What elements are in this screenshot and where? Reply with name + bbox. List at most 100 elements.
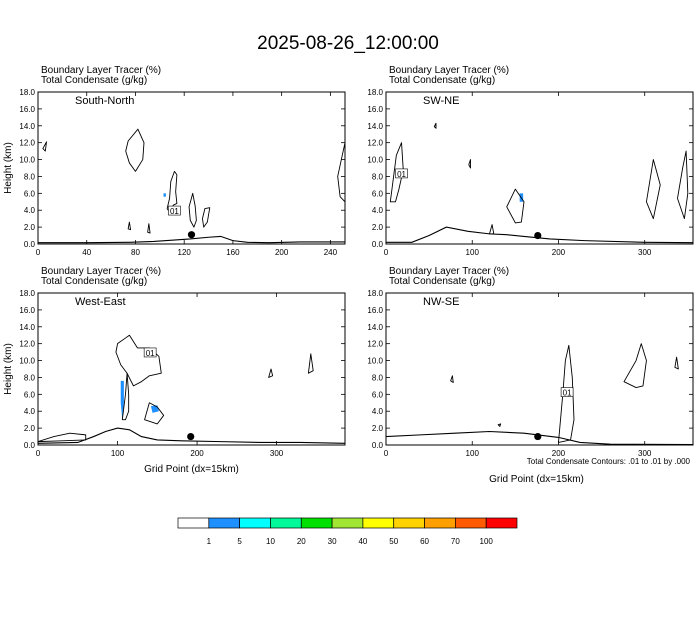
x-tick-label: 160 [226,248,240,257]
x-tick-label: 0 [36,449,41,458]
location-marker [534,432,542,441]
panel-label: South-North [75,95,134,107]
plot-area: 01 [386,122,693,244]
condensate-contour [115,334,162,387]
panel-header-tracer: Boundary Layer Tracer (%) [41,266,161,277]
x-tick-label: 200 [190,449,204,458]
condensate-contour [433,122,437,129]
panel-header-condensate: Total Condensate (g/kg) [41,75,147,86]
y-tick-label: 8.0 [24,373,36,382]
tracer-patch [150,405,159,413]
x-tick-label: 80 [131,248,140,257]
plot-frame [385,91,694,245]
colorbar-level-label: 60 [420,537,429,546]
contour-label: 01 [563,389,572,398]
condensate-contour [144,402,165,425]
condensate-contour [38,432,87,443]
colorbar-swatch [300,517,333,529]
y-tick-label: 12.0 [367,139,383,148]
x-tick-label: 40 [82,248,91,257]
contour-label-box [395,168,408,179]
panels: Boundary Layer Tracer (%) Total Condensat… [3,65,694,485]
x-tick-label: 0 [384,248,389,257]
plot-area: 01 [38,128,345,244]
panel-header-tracer: Boundary Layer Tracer (%) [389,65,509,76]
colorbar-swatch [239,517,271,529]
contour-label-box [143,347,157,358]
y-axis-label: Height (km) [3,142,14,194]
plot-frame [37,292,346,446]
panel-south-north: Boundary Layer Tracer (%)Total Condensat… [3,65,346,257]
y-tick-label: 4.0 [372,206,384,215]
y-tick-label: 4.0 [24,407,36,416]
y-tick-label: 2.0 [372,424,384,433]
colorbar-swatch [424,517,456,529]
y-tick-label: 16.0 [367,105,383,114]
condensate-contour [202,207,211,228]
y-tick-label: 16.0 [19,105,35,114]
y-tick-label: 16.0 [367,306,383,315]
y-tick-label: 6.0 [24,189,36,198]
panel-label: SW-NE [423,95,459,107]
plot-area: 01 [38,334,345,444]
y-tick-label: 10.0 [19,357,35,366]
y-tick-label: 10.0 [19,156,35,165]
y-tick-label: 14.0 [367,122,383,131]
colorbar-level-label: 20 [297,537,306,546]
y-tick-label: 14.0 [19,323,35,332]
condensate-contour [337,142,345,203]
y-tick-label: 10.0 [367,156,383,165]
colorbar-level-label: 30 [328,537,337,546]
contour-label-box [560,387,574,397]
colorbar-level-label: 5 [237,537,242,546]
y-tick-label: 0.0 [372,441,384,450]
condensate-contour [307,353,314,374]
y-tick-label: 0.0 [24,441,36,450]
contour-footnote: Total Condensate Contours: .01 to .01 by… [527,457,691,466]
tracer-patch [163,193,166,197]
x-tick-label: 100 [466,449,480,458]
y-tick-label: 12.0 [19,340,35,349]
condensate-contour [188,192,197,228]
y-tick-label: 12.0 [367,340,383,349]
condensate-contour [506,188,525,224]
x-tick-label: 100 [111,449,125,458]
colorbar-level-label: 70 [451,537,460,546]
x-tick-label: 300 [638,449,652,458]
colorbar-level-label: 40 [358,537,367,546]
x-tick-label: 300 [270,449,284,458]
colorbar-swatch [455,517,487,529]
x-axis-label: Grid Point (dx=15km) [489,474,584,485]
colorbar-swatch [177,517,210,529]
y-tick-label: 8.0 [24,172,36,181]
panel-header-tracer: Boundary Layer Tracer (%) [389,266,509,277]
y-tick-label: 4.0 [24,206,36,215]
condensate-contour [645,159,661,220]
condensate-contour [125,128,145,172]
y-tick-label: 10.0 [367,357,383,366]
plot-area: 01 [386,343,693,445]
location-marker [187,231,196,239]
panel-sw-ne: Boundary Layer Tracer (%)Total Condensat… [367,65,694,257]
x-tick-label: 0 [384,449,389,458]
terrain-line [386,226,693,244]
y-tick-label: 6.0 [372,189,384,198]
y-tick-label: 8.0 [372,172,384,181]
contour-label: 01 [397,170,406,179]
y-tick-label: 2.0 [24,223,36,232]
colorbar-swatch [362,517,395,529]
colorbar-level-label: 100 [480,537,494,546]
condensate-contour [450,375,454,383]
y-tick-label: 8.0 [372,373,384,382]
condensate-contour [497,423,502,427]
x-tick-label: 300 [638,248,652,257]
condensate-contour [147,223,151,234]
x-tick-label: 200 [552,449,566,458]
location-marker [187,432,195,441]
condensate-contour [674,356,679,370]
colorbar-level-label: 10 [266,537,275,546]
panel-label: West-East [75,296,126,308]
colorbar-swatch [393,517,425,529]
colorbar-level-label: 1 [207,537,212,546]
